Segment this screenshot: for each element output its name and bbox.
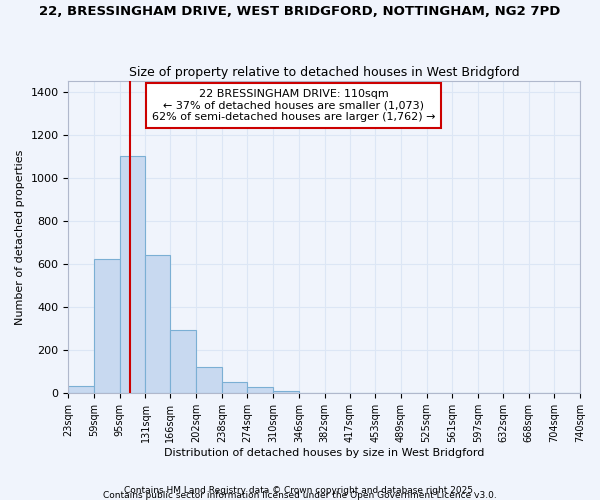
Bar [68, 386, 94, 392]
Bar [170, 330, 196, 392]
Bar [247, 388, 273, 392]
Text: Contains HM Land Registry data © Crown copyright and database right 2025.: Contains HM Land Registry data © Crown c… [124, 486, 476, 495]
Text: 22, BRESSINGHAM DRIVE, WEST BRIDGFORD, NOTTINGHAM, NG2 7PD: 22, BRESSINGHAM DRIVE, WEST BRIDGFORD, N… [40, 5, 560, 18]
Y-axis label: Number of detached properties: Number of detached properties [15, 149, 25, 324]
Bar [94, 260, 120, 392]
Bar [273, 390, 299, 392]
Bar [196, 367, 222, 392]
Bar [222, 382, 247, 392]
Text: 22 BRESSINGHAM DRIVE: 110sqm
← 37% of detached houses are smaller (1,073)
62% of: 22 BRESSINGHAM DRIVE: 110sqm ← 37% of de… [152, 89, 435, 122]
X-axis label: Distribution of detached houses by size in West Bridgford: Distribution of detached houses by size … [164, 448, 484, 458]
Text: Contains public sector information licensed under the Open Government Licence v3: Contains public sector information licen… [103, 491, 497, 500]
Title: Size of property relative to detached houses in West Bridgford: Size of property relative to detached ho… [129, 66, 520, 78]
Bar [120, 156, 145, 392]
Bar [145, 255, 170, 392]
